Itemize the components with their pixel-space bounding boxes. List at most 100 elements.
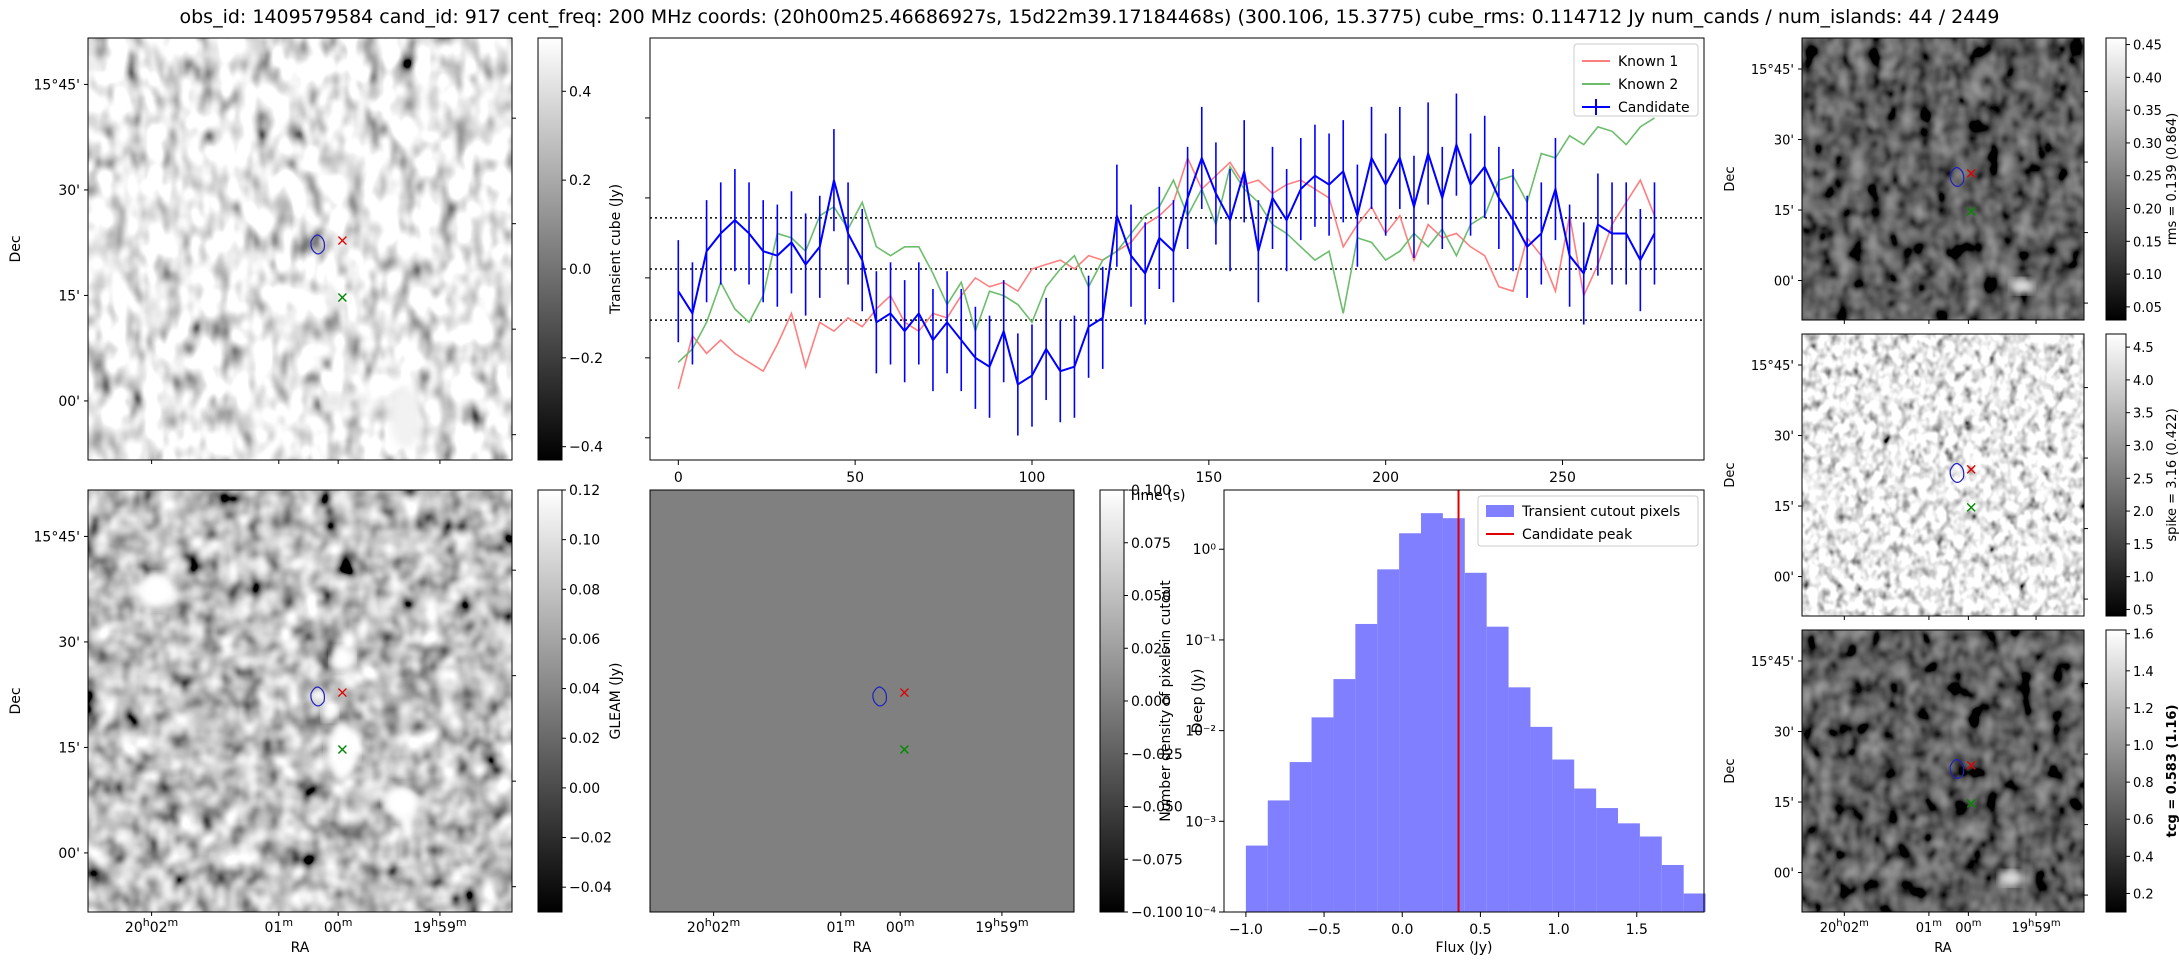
x-tick-label: 250 xyxy=(1549,470,1576,486)
green-cross-marker xyxy=(1966,798,1976,808)
x-tick-label: −1.0 xyxy=(1229,922,1263,938)
sky-panel-deep: 20h02m 01m 00m 19h59m RA xyxy=(649,489,1075,956)
bright-source xyxy=(326,723,359,780)
bright-source xyxy=(383,784,420,821)
colorbar-tick-label: 3.0 xyxy=(2133,439,2154,454)
sky-image-noise xyxy=(1802,334,2084,616)
green-cross-marker xyxy=(1966,206,1976,216)
x-axis-label: Flux (Jy) xyxy=(1436,940,1493,956)
dec-tick-label: 15°45' xyxy=(1751,655,1794,670)
histogram-bar xyxy=(1508,687,1531,912)
source-contour xyxy=(1949,462,1965,484)
ra-tick-label: 00m xyxy=(324,916,353,936)
colorbar-tick-label: 2.5 xyxy=(2133,472,2154,487)
colorbar-tick-label: 0.5 xyxy=(2133,603,2154,618)
ra-tick-label: 20h02m xyxy=(1820,918,1869,936)
image-frame xyxy=(87,489,513,913)
dec-tick-label: 15' xyxy=(58,288,80,304)
histogram-bar xyxy=(1486,626,1509,912)
histogram-bar xyxy=(1333,679,1356,912)
sky-panel-transient: 15°45' 30' 15' 00' Dec xyxy=(8,37,516,464)
histogram-bar xyxy=(1464,572,1487,912)
ra-axis-label: RA xyxy=(291,940,310,956)
colorbar-tick-label: 4.5 xyxy=(2133,341,2154,356)
series-line-known-2 xyxy=(677,117,1655,363)
legend-label: Transient cutout pixels xyxy=(1521,504,1680,520)
bright-source xyxy=(1998,870,2023,887)
bright-source xyxy=(390,387,422,448)
colorbar-tick-label: −0.2 xyxy=(569,351,603,367)
colorbar-tick-label: −0.075 xyxy=(1131,852,1183,868)
red-cross-marker xyxy=(1966,168,1976,178)
dec-tick-label: 15' xyxy=(1774,500,1794,515)
red-cross-marker xyxy=(337,688,347,698)
colorbar-gradient xyxy=(2105,629,2127,913)
y-tick-label: 10⁻¹ xyxy=(1185,633,1216,649)
dec-tick-label: 15' xyxy=(1774,204,1794,219)
colorbar-tick-label: 0.000 xyxy=(1131,694,1171,710)
dec-axis-label: Dec xyxy=(8,687,24,714)
colorbar-tick-label: 1.4 xyxy=(2133,665,2154,680)
dec-tick-label: 15°45' xyxy=(34,77,80,93)
sky-panel-rms: 15°45' 30' 15' 00' Dec xyxy=(1723,37,2088,324)
legend-label: Known 2 xyxy=(1618,77,1678,93)
bright-source xyxy=(321,392,346,409)
dec-tick-label: 00' xyxy=(1774,867,1794,882)
source-contour xyxy=(310,686,326,707)
plot-border xyxy=(1223,489,1705,913)
ra-tick-label: 19h59m xyxy=(2011,918,2060,936)
colorbar-spike: 4.5 4.0 3.5 3.0 2.5 2.0 1.5 1.0 0.5 spike = 3.16 … xyxy=(2105,333,2179,618)
green-cross-marker xyxy=(337,745,347,755)
colorbar-tick-label: 1.5 xyxy=(2133,538,2154,553)
x-tick-label: −0.5 xyxy=(1307,922,1341,938)
x-tick-label: 0.0 xyxy=(1391,922,1413,938)
colorbar-tick-label: 0.00 xyxy=(569,781,600,797)
histogram-bar xyxy=(1574,788,1597,912)
image-frame xyxy=(87,37,513,461)
legend-label: Candidate xyxy=(1618,100,1690,116)
colorbar-tick-label: 2.0 xyxy=(2133,505,2154,520)
colorbar-gradient xyxy=(537,37,563,461)
ra-tick-label: 20h02m xyxy=(687,916,740,936)
dec-tick-label: 30' xyxy=(1774,430,1794,445)
figure-title: obs_id: 1409579584 cand_id: 917 cent_fre… xyxy=(179,6,2000,28)
ra-tick-label: 00m xyxy=(886,916,915,936)
dec-axis-label: Dec xyxy=(1723,166,1738,191)
colorbar-tick-label: −0.4 xyxy=(569,440,603,456)
colorbar-tcg: 1.6 1.4 1.2 1.0 0.8 0.6 0.4 0.2 tcg = 0.583 (1.1… xyxy=(2105,628,2179,913)
colorbar-label: tcg = 0.583 (1.16) xyxy=(2165,705,2179,838)
colorbar-tick-label: 0.12 xyxy=(569,483,600,499)
colorbar-tick-label: −0.050 xyxy=(1131,800,1183,816)
y-tick-label: 10⁻⁴ xyxy=(1185,905,1216,921)
dec-axis-label: Dec xyxy=(8,235,24,262)
bright-source xyxy=(330,646,355,671)
red-cross-marker xyxy=(899,688,909,698)
colorbar-tick-label: 0.04 xyxy=(569,682,600,698)
histogram-bar xyxy=(1399,533,1422,912)
y-axis-label: Number density of pixels in cutout xyxy=(1158,580,1174,822)
colorbar-tick-label: 1.6 xyxy=(2133,628,2154,643)
sky-panel-spike: 15°45' 30' 15' 00' Dec xyxy=(1723,333,2088,620)
colorbar-tick-label: 0.40 xyxy=(2133,71,2162,86)
histogram-bar xyxy=(1355,623,1378,912)
source-contour xyxy=(1949,758,1965,780)
colorbar-label: rms = 0.139 (0.864) xyxy=(2165,113,2179,245)
ra-tick-label: 20h02m xyxy=(125,916,178,936)
dec-tick-label: 00' xyxy=(1774,275,1794,290)
dec-tick-label: 15' xyxy=(58,740,80,756)
histogram-bar xyxy=(1661,864,1684,912)
colorbar-tick-label: 0.4 xyxy=(569,84,591,100)
colorbar-tick-label: 0.35 xyxy=(2133,104,2162,119)
sky-panel-tcg: 15°45' 30' 15' 00' Dec 20h02m 01m 00m 19h59m RA xyxy=(1723,629,2088,956)
flux-histogram: −1.0 −0.5 0.0 0.5 1.0 1.5 10⁰ 10⁻¹ 10⁻² 10⁻³ 10⁻⁴ F… xyxy=(1158,489,1706,956)
colorbar-tick-label: 0.025 xyxy=(1131,641,1171,657)
colorbar-tick-label: 0.25 xyxy=(2133,170,2162,185)
colorbar-tick-label: 0.4 xyxy=(2133,850,2154,865)
colorbar-tick-label: 1.0 xyxy=(2133,739,2154,754)
histogram-bar xyxy=(1421,513,1443,912)
red-cross-marker xyxy=(1966,760,1976,770)
colorbar-tick-label: 0.2 xyxy=(569,173,591,189)
colorbar-tick-label: 0.15 xyxy=(2133,235,2162,250)
x-tick-label: 0 xyxy=(674,470,683,486)
colorbar-deep: 0.100 0.075 0.050 0.025 0.000 −0.025 −0.050 −0.… xyxy=(1099,483,1206,921)
